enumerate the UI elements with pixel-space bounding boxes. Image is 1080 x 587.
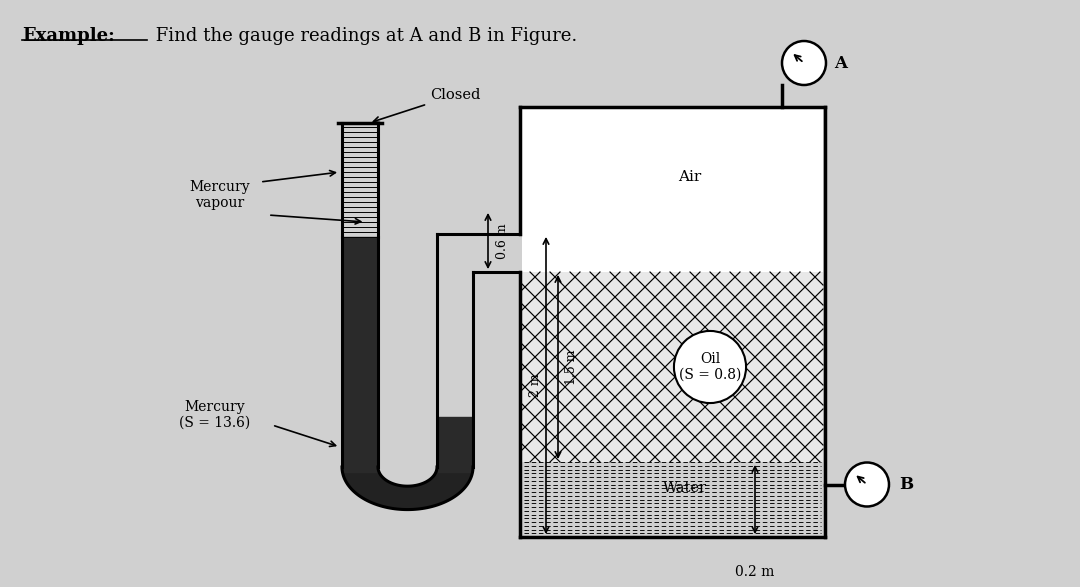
Text: 1.5 m: 1.5 m	[565, 349, 578, 384]
Text: A: A	[834, 55, 847, 72]
Text: Water: Water	[663, 481, 707, 494]
Text: Closed: Closed	[374, 88, 481, 123]
Text: 2 m: 2 m	[529, 374, 542, 397]
Polygon shape	[522, 272, 823, 462]
Text: Mercury
vapour: Mercury vapour	[190, 180, 251, 210]
Text: 0.6 m: 0.6 m	[496, 223, 509, 259]
Text: Find the gauge readings at A and B in Figure.: Find the gauge readings at A and B in Fi…	[150, 27, 577, 45]
Text: Example:: Example:	[22, 27, 114, 45]
Text: Air: Air	[678, 170, 702, 184]
Polygon shape	[342, 467, 473, 510]
Circle shape	[845, 463, 889, 507]
Text: Mercury
(S = 13.6): Mercury (S = 13.6)	[179, 400, 251, 430]
Text: B: B	[899, 476, 913, 493]
Text: 0.2 m: 0.2 m	[735, 565, 774, 579]
Circle shape	[782, 41, 826, 85]
Polygon shape	[522, 109, 823, 272]
Text: Oil
(S = 0.8): Oil (S = 0.8)	[679, 352, 741, 382]
